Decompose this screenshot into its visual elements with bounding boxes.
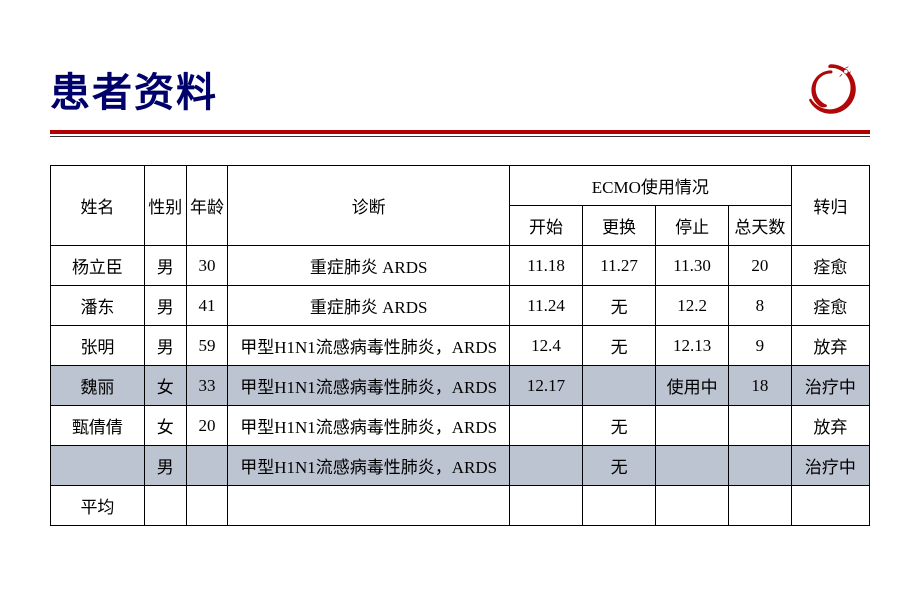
- cell-diag: 甲型H1N1流感病毒性肺炎，ARDS: [228, 366, 510, 406]
- cell-out: 放弃: [791, 326, 869, 366]
- table-row: 平均: [51, 486, 870, 526]
- cell-diag: 甲型H1N1流感病毒性肺炎，ARDS: [228, 446, 510, 486]
- cell-diag: 甲型H1N1流感病毒性肺炎，ARDS: [228, 326, 510, 366]
- cell-start: [510, 486, 583, 526]
- cell-diag: 重症肺炎 ARDS: [228, 246, 510, 286]
- cell-out: 治疗中: [791, 366, 869, 406]
- cell-start: [510, 406, 583, 446]
- th-diagnosis: 诊断: [228, 166, 510, 246]
- table-row: 张明男59甲型H1N1流感病毒性肺炎，ARDS12.4无12.139放弃: [51, 326, 870, 366]
- patient-table-container: 姓名 性别 年龄 诊断 ECMO使用情况 转归 开始 更换 停止 总天数 杨立臣…: [50, 165, 870, 526]
- cell-name: 甄倩倩: [51, 406, 145, 446]
- cell-change: 无: [583, 326, 656, 366]
- cell-sex: 男: [144, 326, 186, 366]
- table-row: 男 甲型H1N1流感病毒性肺炎，ARDS 无 治疗中: [51, 446, 870, 486]
- cell-start: [510, 446, 583, 486]
- cell-out: 放弃: [791, 406, 869, 446]
- cell-days: [729, 406, 792, 446]
- cell-name: 平均: [51, 486, 145, 526]
- th-days: 总天数: [729, 206, 792, 246]
- cell-age: 41: [186, 286, 228, 326]
- cell-age: 33: [186, 366, 228, 406]
- th-start: 开始: [510, 206, 583, 246]
- cell-sex: 男: [144, 246, 186, 286]
- cell-start: 12.4: [510, 326, 583, 366]
- cell-age: [186, 446, 228, 486]
- cell-change: 无: [583, 446, 656, 486]
- cell-start: 11.24: [510, 286, 583, 326]
- cell-change: 无: [583, 406, 656, 446]
- cell-sex: 女: [144, 406, 186, 446]
- th-stop: 停止: [656, 206, 729, 246]
- cell-name: 潘东: [51, 286, 145, 326]
- cell-stop: 11.30: [656, 246, 729, 286]
- title-underline-thin: [50, 136, 870, 137]
- th-change: 更换: [583, 206, 656, 246]
- cell-out: 治疗中: [791, 446, 869, 486]
- cell-stop: 使用中: [656, 366, 729, 406]
- th-ecmo-group: ECMO使用情况: [510, 166, 792, 206]
- cell-change: 无: [583, 286, 656, 326]
- cell-stop: [656, 406, 729, 446]
- cell-stop: [656, 446, 729, 486]
- cell-name: 张明: [51, 326, 145, 366]
- table-row: 魏丽女33甲型H1N1流感病毒性肺炎，ARDS12.17 使用中18治疗中: [51, 366, 870, 406]
- cell-sex: 男: [144, 286, 186, 326]
- th-outcome: 转归: [791, 166, 869, 246]
- th-name: 姓名: [51, 166, 145, 246]
- th-age: 年龄: [186, 166, 228, 246]
- cell-diag: 重症肺炎 ARDS: [228, 286, 510, 326]
- cell-name: [51, 446, 145, 486]
- patient-table-body: 杨立臣男30重症肺炎 ARDS11.1811.2711.3020痊愈潘东男41重…: [51, 246, 870, 526]
- cell-sex: 女: [144, 366, 186, 406]
- cell-sex: [144, 486, 186, 526]
- cell-days: [729, 486, 792, 526]
- cell-start: 12.17: [510, 366, 583, 406]
- cell-name: 杨立臣: [51, 246, 145, 286]
- cell-days: 8: [729, 286, 792, 326]
- cell-age: 30: [186, 246, 228, 286]
- cell-stop: 12.2: [656, 286, 729, 326]
- table-row: 甄倩倩女20甲型H1N1流感病毒性肺炎，ARDS 无 放弃: [51, 406, 870, 446]
- cell-days: [729, 446, 792, 486]
- cell-days: 18: [729, 366, 792, 406]
- cell-out: 痊愈: [791, 246, 869, 286]
- cell-age: 20: [186, 406, 228, 446]
- cell-days: 9: [729, 326, 792, 366]
- brand-logo-icon: [800, 58, 862, 120]
- cell-age: 59: [186, 326, 228, 366]
- cell-stop: [656, 486, 729, 526]
- cell-name: 魏丽: [51, 366, 145, 406]
- cell-out: [791, 486, 869, 526]
- th-sex: 性别: [144, 166, 186, 246]
- cell-change: 11.27: [583, 246, 656, 286]
- title-underline-red: [50, 130, 870, 134]
- cell-out: 痊愈: [791, 286, 869, 326]
- cell-change: [583, 366, 656, 406]
- cell-age: [186, 486, 228, 526]
- cell-change: [583, 486, 656, 526]
- table-row: 杨立臣男30重症肺炎 ARDS11.1811.2711.3020痊愈: [51, 246, 870, 286]
- cell-start: 11.18: [510, 246, 583, 286]
- cell-diag: 甲型H1N1流感病毒性肺炎，ARDS: [228, 406, 510, 446]
- page-title: 患者资料: [50, 60, 870, 118]
- cell-diag: [228, 486, 510, 526]
- cell-sex: 男: [144, 446, 186, 486]
- cell-days: 20: [729, 246, 792, 286]
- table-row: 潘东男41重症肺炎 ARDS11.24无12.28痊愈: [51, 286, 870, 326]
- cell-stop: 12.13: [656, 326, 729, 366]
- patient-table: 姓名 性别 年龄 诊断 ECMO使用情况 转归 开始 更换 停止 总天数 杨立臣…: [50, 165, 870, 526]
